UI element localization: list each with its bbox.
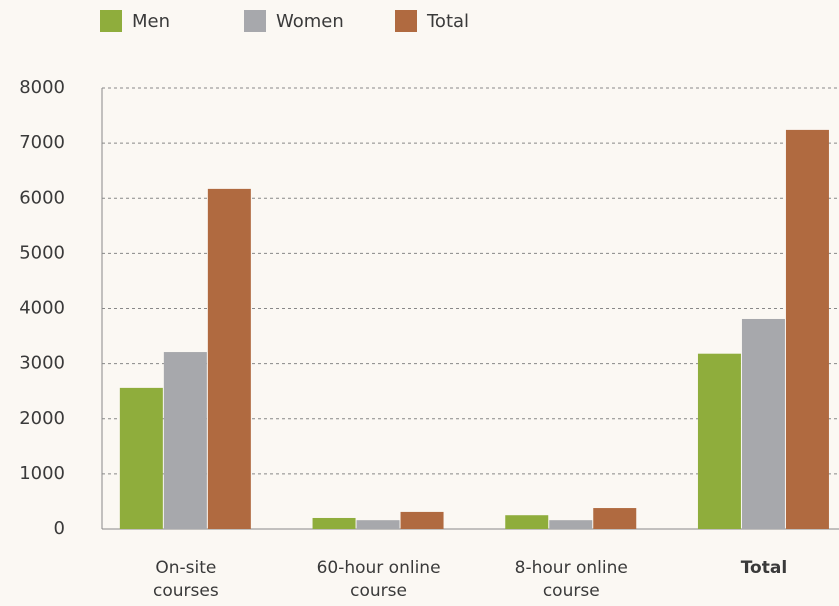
y-tick-label: 7000 — [19, 132, 65, 153]
legend-label: Women — [276, 11, 344, 32]
bar — [312, 517, 356, 529]
bar — [741, 318, 785, 529]
y-tick-label: 0 — [54, 518, 65, 539]
x-tick-label: 60-hour online course — [316, 558, 441, 601]
y-tick-label: 6000 — [19, 187, 65, 208]
bar — [207, 188, 251, 529]
legend-label: Men — [132, 11, 170, 32]
x-tick-label: On-site courses — [153, 558, 219, 601]
bar — [119, 387, 163, 529]
y-tick-label: 3000 — [19, 353, 65, 374]
y-tick-label: 2000 — [19, 408, 65, 429]
bar — [785, 129, 829, 529]
y-tick-label: 1000 — [19, 463, 65, 484]
legend-swatch — [100, 10, 122, 32]
y-tick-label: 4000 — [19, 298, 65, 319]
y-tick-label: 8000 — [19, 77, 65, 98]
x-tick-label: Total — [740, 558, 788, 578]
legend-label: Total — [426, 11, 469, 32]
legend-swatch — [244, 10, 266, 32]
bar — [697, 353, 741, 529]
x-tick-label: 8-hour online course — [514, 558, 628, 601]
bar — [400, 511, 444, 529]
bar — [505, 515, 549, 529]
bar — [356, 520, 400, 529]
bar — [593, 508, 637, 529]
bar — [549, 520, 593, 529]
y-tick-label: 5000 — [19, 242, 65, 263]
legend-swatch — [395, 10, 417, 32]
bar — [163, 352, 207, 529]
